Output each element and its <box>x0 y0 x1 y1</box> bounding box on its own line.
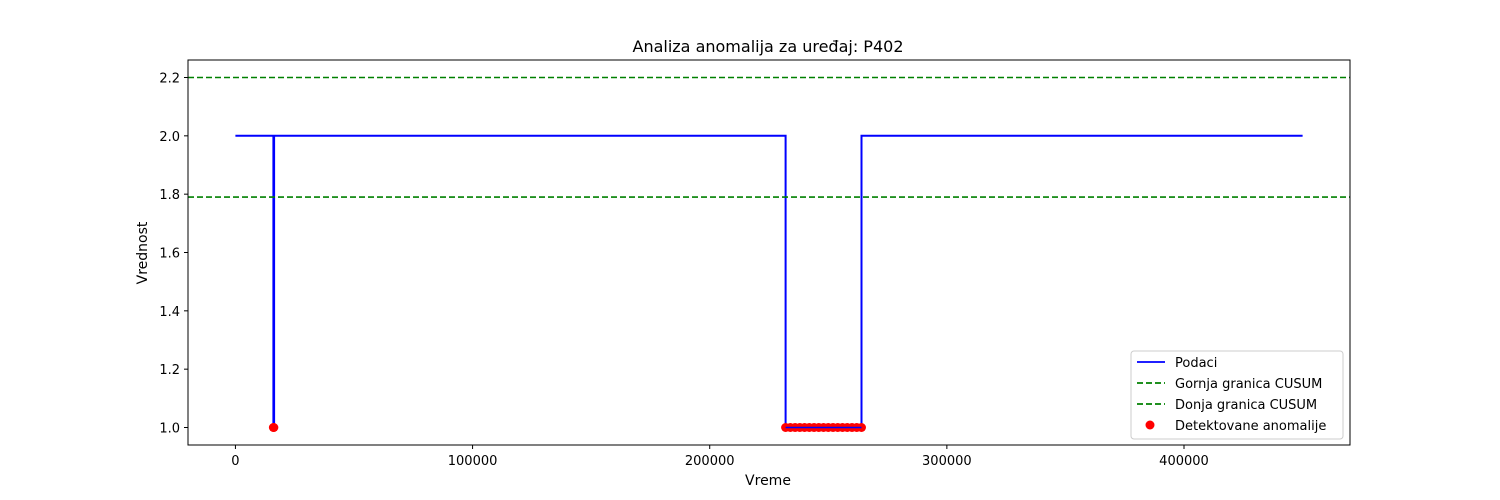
y-tick-label: 1.0 <box>159 422 180 437</box>
legend: Podaci Gornja granica CUSUM Donja granica … <box>1130 350 1344 440</box>
anomaly-point <box>269 423 279 432</box>
x-tick-label: 400000 <box>1159 454 1209 469</box>
y-tick-label: 1.4 <box>159 305 180 320</box>
y-tick-label: 2.0 <box>159 130 180 145</box>
x-axis-label: Vreme <box>745 473 791 489</box>
x-axis-ticks: 0 100000 200000 300000 400000 <box>231 445 1209 469</box>
y-tick-label: 1.2 <box>159 363 180 378</box>
x-tick-label: 100000 <box>448 454 498 469</box>
legend-label: Detektovane anomalije <box>1175 419 1326 434</box>
y-tick-label: 2.2 <box>159 72 180 87</box>
series-0-line <box>235 134 1303 429</box>
chart-title: Analiza anomalija za uređaj: P402 <box>633 37 904 56</box>
legend-marker-3 <box>1145 420 1155 430</box>
x-tick-label: 0 <box>231 454 239 469</box>
y-axis-label: Vrednost <box>135 221 151 284</box>
series-layer <box>188 76 1350 432</box>
legend-box <box>1130 350 1344 440</box>
y-tick-label: 1.6 <box>159 247 180 262</box>
y-tick-label: 1.8 <box>159 188 180 203</box>
legend-label: Podaci <box>1175 356 1217 371</box>
legend-label: Donja granica CUSUM <box>1175 398 1317 413</box>
legend-label: Gornja granica CUSUM <box>1175 377 1322 392</box>
x-tick-label: 300000 <box>922 454 972 469</box>
y-axis-ticks: 1.0 1.2 1.4 1.6 1.8 2.0 2.2 <box>159 72 188 437</box>
x-tick-label: 200000 <box>685 454 735 469</box>
